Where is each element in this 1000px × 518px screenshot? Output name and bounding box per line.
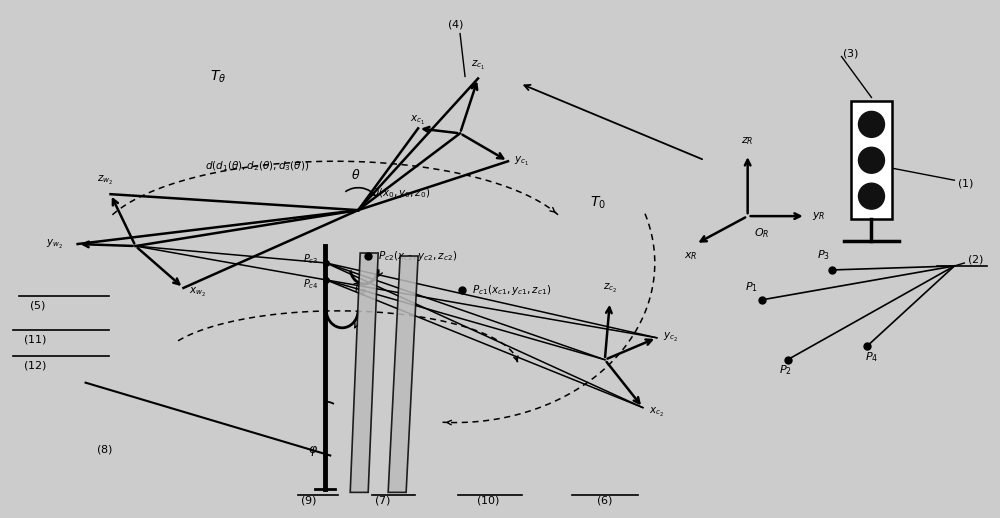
Text: $P_1$: $P_1$ (745, 280, 758, 294)
Text: $T_\varphi$: $T_\varphi$ (352, 281, 368, 298)
Text: $z_R$: $z_R$ (741, 136, 754, 147)
Text: $x_{w_2}$: $x_{w_2}$ (189, 286, 207, 299)
Text: $(5)$: $(5)$ (29, 299, 46, 312)
Text: $P_4$: $P_4$ (865, 350, 878, 364)
Text: $(6)$: $(6)$ (596, 494, 613, 507)
Text: $P_2$: $P_2$ (779, 364, 792, 378)
Circle shape (859, 111, 884, 137)
Text: $O_R$: $O_R$ (754, 226, 769, 240)
Text: $(12)$: $(12)$ (23, 359, 47, 372)
Text: $P_{c1}(x_{c1}, y_{c1}, z_{c1})$: $P_{c1}(x_{c1}, y_{c1}, z_{c1})$ (472, 283, 551, 297)
Bar (851, 102, 892, 219)
Text: $(1)$: $(1)$ (957, 177, 974, 190)
Text: $(2)$: $(2)$ (967, 253, 984, 266)
Text: $y_{w_2}$: $y_{w_2}$ (46, 238, 63, 251)
Text: $(3)$: $(3)$ (842, 47, 858, 60)
Text: $P_{c4}$: $P_{c4}$ (303, 277, 318, 291)
Text: $(10)$: $(10)$ (476, 494, 500, 507)
Text: $T_0$: $T_0$ (590, 195, 606, 211)
Text: $y_R$: $y_R$ (812, 210, 825, 222)
Text: $x_{c_1}$: $x_{c_1}$ (410, 114, 425, 127)
Text: $P_3$: $P_3$ (817, 248, 830, 262)
Text: $z_{c_1}$: $z_{c_1}$ (471, 59, 485, 71)
Text: $(4)$: $(4)$ (447, 18, 463, 31)
Text: $x_{c_2}$: $x_{c_2}$ (649, 406, 664, 419)
Text: $P_{c2}(x_{c2}, y_{c2}, z_{c2})$: $P_{c2}(x_{c2}, y_{c2}, z_{c2})$ (378, 249, 458, 263)
Text: $(9)$: $(9)$ (300, 494, 317, 507)
Polygon shape (388, 256, 418, 493)
Text: $(7)$: $(7)$ (374, 494, 391, 507)
Text: $x_R$: $x_R$ (684, 250, 697, 262)
Text: $d(d_1(\theta), d_2(\theta), d_3(\theta))$: $d(d_1(\theta), d_2(\theta), d_3(\theta)… (205, 160, 310, 173)
Polygon shape (350, 253, 378, 493)
Text: $z_{c_2}$: $z_{c_2}$ (603, 282, 617, 295)
Text: $(8)$: $(8)$ (96, 443, 112, 456)
Text: $y_{c_1}$: $y_{c_1}$ (514, 155, 529, 168)
Text: $\varphi$: $\varphi$ (308, 443, 318, 457)
Text: $y_{c_2}$: $y_{c_2}$ (663, 331, 678, 344)
Text: $T_\theta$: $T_\theta$ (210, 68, 227, 84)
Text: $P_{c3}$: $P_{c3}$ (303, 252, 318, 266)
Circle shape (859, 147, 884, 173)
Text: $(11)$: $(11)$ (23, 333, 47, 346)
Text: $z_{w_2}$: $z_{w_2}$ (97, 174, 114, 187)
Circle shape (859, 183, 884, 209)
Text: $O(x_0, y_0, z_0)$: $O(x_0, y_0, z_0)$ (370, 186, 431, 200)
Text: $\theta$: $\theta$ (351, 168, 361, 182)
